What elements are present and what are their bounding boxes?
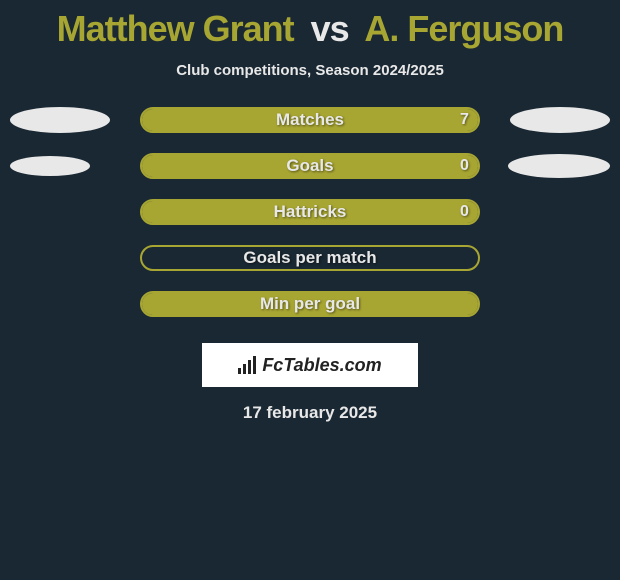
bar-track (140, 291, 480, 317)
stat-row: Hattricks0 (0, 189, 620, 235)
right-ellipse-icon (510, 107, 610, 133)
logo: FcTables.com (238, 355, 381, 376)
left-ellipse-icon (10, 156, 90, 176)
logo-box: FcTables.com (202, 343, 418, 387)
player1-name: Matthew Grant (57, 8, 294, 49)
bar-fill (142, 201, 478, 223)
bar-track (140, 153, 480, 179)
left-ellipse-icon (10, 107, 110, 133)
bar-fill (142, 109, 478, 131)
player2-name: A. Ferguson (364, 8, 563, 49)
stat-row: Min per goal (0, 281, 620, 327)
date-text: 17 february 2025 (0, 387, 620, 423)
bar-track (140, 107, 480, 133)
right-ellipse-icon (508, 154, 610, 178)
subtitle: Club competitions, Season 2024/2025 (0, 54, 620, 97)
vs-text: vs (311, 8, 349, 49)
logo-bars-icon (238, 356, 256, 374)
stat-value-right: 0 (460, 157, 469, 175)
stat-value-right: 7 (460, 111, 469, 129)
stat-value-right: 0 (460, 203, 469, 221)
comparison-chart: Matches7Goals0Hattricks0Goals per matchM… (0, 97, 620, 327)
bar-fill (142, 155, 478, 177)
bar-fill (142, 293, 478, 315)
bar-track (140, 199, 480, 225)
stat-row: Goals per match (0, 235, 620, 281)
logo-text: FcTables.com (262, 355, 381, 376)
bar-track (140, 245, 480, 271)
stat-row: Goals0 (0, 143, 620, 189)
title: Matthew Grant vs A. Ferguson (0, 0, 620, 54)
stat-row: Matches7 (0, 97, 620, 143)
